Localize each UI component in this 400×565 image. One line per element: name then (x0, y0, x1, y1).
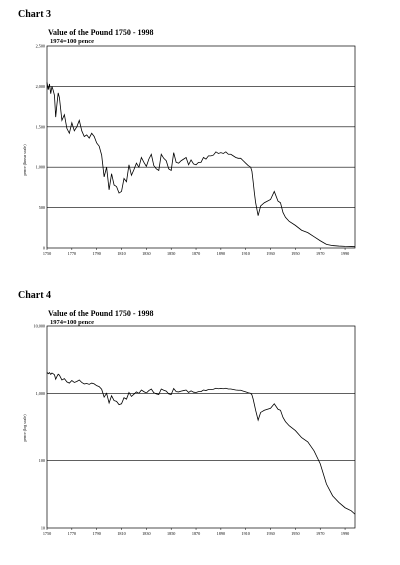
y-tick-label: 0 (43, 246, 45, 251)
x-tick-label: 1770 (68, 251, 76, 256)
x-tick-label: 1790 (92, 531, 100, 536)
y-tick-label: 1,000 (36, 165, 45, 171)
chart-heading: Chart 3 (18, 9, 51, 20)
y-axis-label: pence (log scale) (22, 414, 27, 442)
series-line-pound-value (46, 372, 356, 515)
gridlines (47, 86, 355, 208)
y-axis-label: pence (linear scale) (22, 144, 27, 176)
x-tick-label: 1830 (142, 251, 150, 256)
x-tick-label: 1810 (117, 531, 125, 536)
y-axis-ticks: 10 100 1,000 10,000 (33, 324, 45, 531)
x-tick-label: 1890 (217, 251, 225, 256)
x-tick-label: 1850 (167, 251, 175, 256)
x-tick-label: 1930 (266, 251, 274, 256)
x-tick-label: 1830 (142, 531, 150, 536)
x-tick-label: 1910 (242, 251, 250, 256)
y-axis-ticks: 0 500 1,000 1,500 2,000 2,500 (36, 44, 45, 251)
y-tick-label: 10,000 (33, 324, 45, 330)
x-tick-label: 1750 (43, 531, 51, 536)
series-line-pound-value (46, 82, 356, 248)
x-tick-label: 1990 (341, 531, 349, 536)
x-tick-label: 1850 (167, 531, 175, 536)
y-tick-label: 1,000 (36, 391, 45, 397)
plot-frame (46, 45, 356, 249)
x-tick-label: 1870 (192, 251, 200, 256)
x-tick-label: 1950 (291, 251, 299, 256)
x-tick-label: 1990 (341, 251, 349, 256)
chart-title: Value of the Pound 1750 - 1998 (48, 309, 154, 318)
y-tick-label: 500 (39, 205, 45, 210)
x-tick-label: 1810 (117, 251, 125, 256)
y-tick-label: 100 (39, 458, 45, 463)
x-axis-ticks: 1750 1770 1790 1810 1830 1850 1870 1890 1910 1930… (43, 248, 349, 256)
y-tick-label: 1,500 (36, 124, 45, 130)
plot-frame (46, 325, 356, 529)
y-tick-label: 10 (41, 526, 45, 531)
chart-3: Chart 3 Value of the Pound 1750 - 1998 1… (18, 9, 356, 256)
x-tick-label: 1750 (43, 251, 51, 256)
x-tick-label: 1890 (217, 531, 225, 536)
x-tick-label: 1770 (68, 531, 76, 536)
x-tick-label: 1930 (266, 531, 274, 536)
x-tick-label: 1870 (192, 531, 200, 536)
chart-subtitle: 1974=100 pence (50, 319, 94, 326)
x-tick-label: 1790 (92, 251, 100, 256)
x-tick-label: 1950 (291, 531, 299, 536)
y-tick-label: 2,000 (36, 84, 45, 90)
x-tick-label: 1970 (316, 251, 324, 256)
y-tick-label: 2,500 (36, 44, 45, 50)
x-tick-label: 1970 (316, 531, 324, 536)
x-tick-label: 1910 (242, 531, 250, 536)
x-axis-ticks: 1750 1770 1790 1810 1830 1850 1870 1890 1910 1930… (43, 528, 349, 536)
chart-subtitle: 1974=100 pence (50, 38, 94, 45)
chart-title: Value of the Pound 1750 - 1998 (48, 28, 154, 37)
gridlines (47, 393, 355, 461)
chart-4: Chart 4 Value of the Pound 1750 - 1998 1… (18, 290, 356, 536)
chart-heading: Chart 4 (18, 290, 51, 301)
